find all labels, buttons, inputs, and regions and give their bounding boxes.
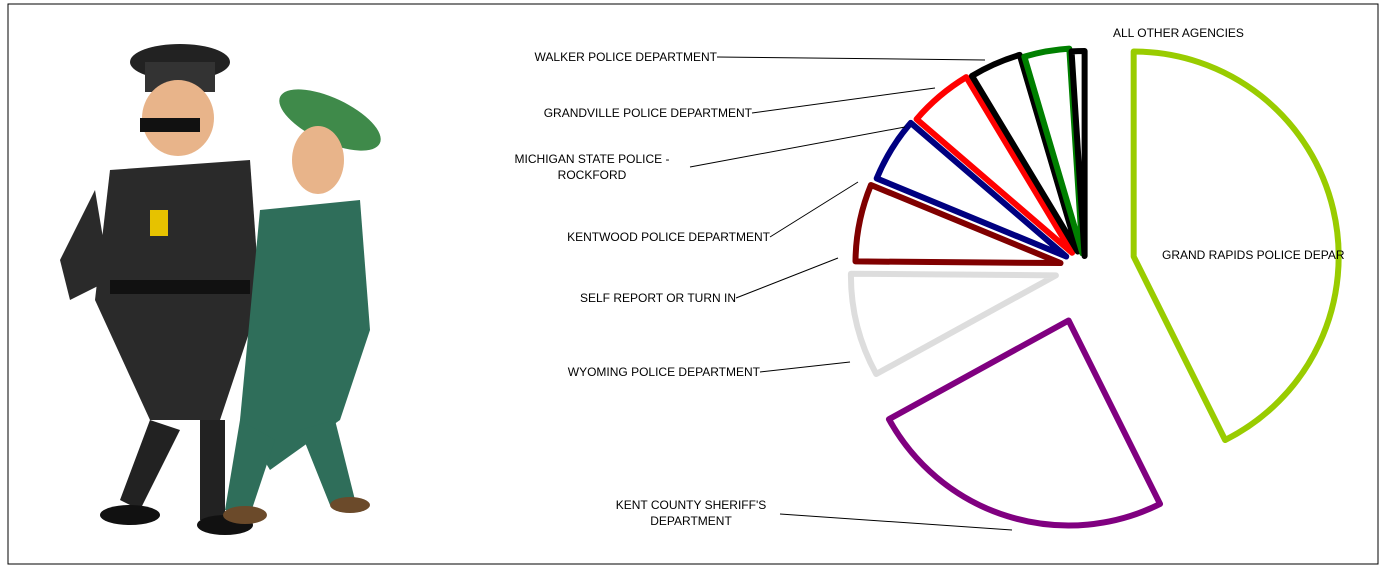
- pie-slice: [852, 181, 1064, 267]
- leader-line: [716, 56, 986, 61]
- leader-line: [751, 87, 936, 114]
- slice-label: WALKER POLICE DEPARTMENT: [534, 50, 717, 64]
- pie-slice: [968, 51, 1081, 255]
- pie-slice: [1068, 48, 1088, 260]
- leader-line: [759, 361, 851, 373]
- slice-label: WYOMING POLICE DEPARTMENT: [567, 365, 760, 379]
- frame: [7, 3, 1379, 565]
- slice-label: SELF REPORT OR TURN IN: [579, 291, 736, 305]
- leader-line: [769, 181, 859, 238]
- slice-label: KENT COUNTY SHERIFF'S DEPARTMENT: [615, 498, 767, 528]
- leader-line: [735, 257, 839, 299]
- pie-slice: [913, 74, 1076, 256]
- slice-label: KENTWOOD POLICE DEPARTMENT: [567, 230, 770, 244]
- leader-line: [779, 513, 1013, 531]
- pie-slice: [1021, 45, 1086, 257]
- pie-slice: [885, 317, 1164, 529]
- leader-line: [689, 126, 906, 168]
- slice-label: MICHIGAN STATE POLICE - ROCKFORD: [514, 152, 670, 182]
- slice-label: ALL OTHER AGENCIES: [1113, 26, 1244, 40]
- pie-slice: [1130, 48, 1342, 444]
- clip-art: [60, 44, 381, 535]
- slice-label: GRANDVILLE POLICE DEPARTMENT: [543, 106, 752, 120]
- slice-label: GRAND RAPIDS POLICE DEPAR: [1162, 248, 1345, 262]
- pie-slice: [873, 119, 1070, 260]
- pie-slice: [847, 270, 1059, 378]
